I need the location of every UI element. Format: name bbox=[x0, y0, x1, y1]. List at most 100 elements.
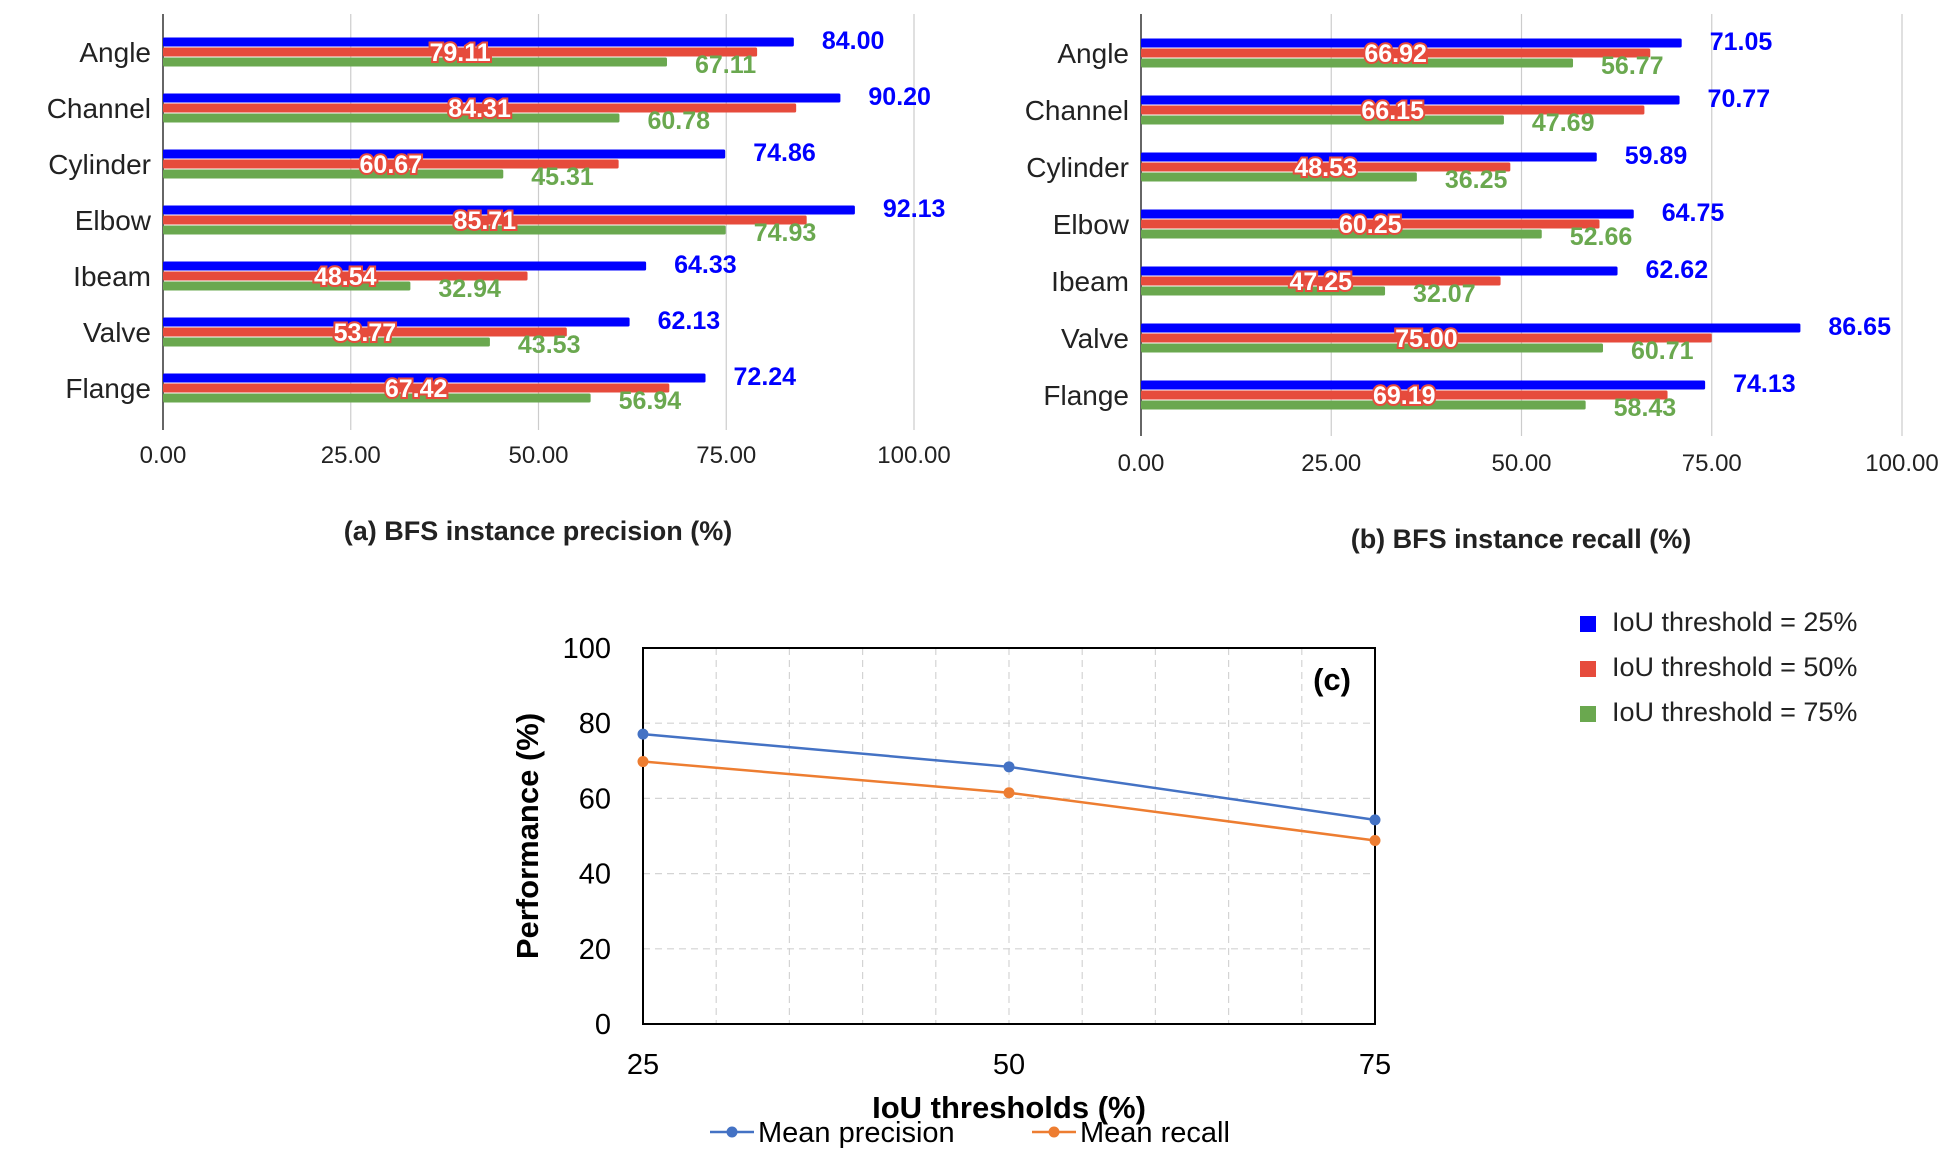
bar-iou50 bbox=[1141, 162, 1511, 172]
value-label-iou50: 47.25 bbox=[1290, 268, 1353, 296]
category-label: Ibeam bbox=[73, 261, 151, 292]
x-tick-label: 50 bbox=[993, 1049, 1025, 1081]
value-label-iou75: 45.31 bbox=[531, 163, 594, 191]
x-tick-label: 25.00 bbox=[1301, 450, 1361, 477]
category-label: Flange bbox=[65, 373, 151, 404]
bar-iou25 bbox=[163, 317, 630, 327]
value-label-iou50: 67.42 bbox=[385, 375, 448, 403]
bar-iou75 bbox=[1141, 115, 1504, 125]
chart-b-recall: 0.00 25.00 50.00 75.00 100.00 Angle 71.05 66.92… bbox=[1025, 14, 1939, 554]
legend-swatch bbox=[1580, 661, 1596, 677]
category-label: Elbow bbox=[75, 205, 152, 236]
bar-iou50 bbox=[163, 215, 807, 225]
bar-iou50 bbox=[163, 383, 670, 393]
chart-subtitle: (b) BFS instance recall (%) bbox=[1351, 524, 1692, 554]
category-label: Angle bbox=[79, 37, 151, 68]
value-label-iou50: 53.77 bbox=[334, 319, 397, 347]
legend-swatch bbox=[1580, 706, 1596, 722]
value-label-iou75: 60.71 bbox=[1631, 337, 1694, 365]
value-label-iou75: 67.11 bbox=[695, 51, 756, 79]
x-tick-label: 0.00 bbox=[140, 442, 187, 469]
legend-label: IoU threshold = 75% bbox=[1612, 697, 1857, 727]
bar-iou75 bbox=[163, 169, 504, 179]
bar-iou25 bbox=[163, 205, 855, 215]
data-point-precision bbox=[1003, 761, 1015, 773]
value-label-iou25: 90.20 bbox=[868, 83, 931, 111]
bar-iou50 bbox=[163, 47, 758, 57]
value-label-iou75: 47.69 bbox=[1532, 109, 1595, 137]
bar-iou25 bbox=[1141, 380, 1706, 390]
bar-iou50 bbox=[1141, 219, 1600, 229]
bar-iou25 bbox=[163, 37, 794, 47]
legend-label: IoU threshold = 25% bbox=[1612, 607, 1857, 637]
category-label: Valve bbox=[83, 317, 151, 348]
x-tick-label: 75.00 bbox=[696, 442, 756, 469]
category-label: Flange bbox=[1043, 380, 1129, 411]
bar-iou75 bbox=[1141, 172, 1417, 182]
bar-iou75 bbox=[163, 57, 667, 67]
value-label-iou50: 79.11 bbox=[429, 39, 490, 67]
line-legend-marker bbox=[726, 1126, 738, 1138]
x-axis-title: IoU thresholds (%) bbox=[872, 1090, 1146, 1125]
value-label-iou25: 74.13 bbox=[1733, 370, 1796, 398]
value-label-iou25: 84.00 bbox=[822, 27, 885, 55]
bar-iou25 bbox=[163, 149, 726, 159]
value-label-iou25: 70.77 bbox=[1708, 85, 1771, 113]
value-label-iou50: 60.67 bbox=[360, 151, 423, 179]
value-label-iou50: 48.54 bbox=[314, 263, 377, 291]
data-point-recall bbox=[1369, 835, 1381, 847]
data-point-precision bbox=[637, 728, 649, 740]
bar-iou50 bbox=[1141, 48, 1651, 58]
legend-swatch bbox=[1580, 616, 1596, 632]
value-label-iou25: 59.89 bbox=[1625, 142, 1688, 170]
value-label-iou50: 66.15 bbox=[1361, 97, 1424, 125]
x-tick-label: 25 bbox=[627, 1049, 659, 1081]
category-label: Elbow bbox=[1053, 209, 1130, 240]
bar-iou50 bbox=[163, 103, 797, 113]
bar-iou50 bbox=[1141, 105, 1645, 115]
plot-frame bbox=[642, 647, 1376, 1025]
bar-iou50 bbox=[1141, 390, 1668, 400]
bar-iou75 bbox=[163, 337, 490, 347]
value-label-iou50: 75.00 bbox=[1395, 325, 1458, 353]
chart-subtitle: (a) BFS instance precision (%) bbox=[344, 516, 733, 546]
value-label-iou75: 56.94 bbox=[619, 387, 682, 415]
bar-iou25 bbox=[163, 93, 841, 103]
value-label-iou75: 74.93 bbox=[754, 219, 817, 247]
bar-iou25 bbox=[1141, 209, 1634, 219]
bar-iou75 bbox=[1141, 229, 1542, 239]
bar-iou75 bbox=[1141, 343, 1604, 353]
value-label-iou25: 64.33 bbox=[674, 251, 737, 279]
value-label-iou50: 48.53 bbox=[1294, 154, 1357, 182]
value-label-iou25: 71.05 bbox=[1710, 28, 1773, 56]
value-label-iou75: 56.77 bbox=[1601, 52, 1664, 80]
bar-iou25 bbox=[1141, 152, 1597, 162]
line-legend-marker bbox=[1048, 1126, 1060, 1138]
line-legend-label: Mean recall bbox=[1080, 1117, 1230, 1149]
bar-iou25 bbox=[1141, 266, 1618, 276]
bar-iou75 bbox=[163, 393, 591, 403]
bar-iou50 bbox=[163, 159, 619, 169]
panel-annotation: (c) bbox=[1313, 662, 1351, 697]
value-label-iou50: 85.71 bbox=[454, 207, 517, 235]
category-label: Valve bbox=[1061, 323, 1129, 354]
value-label-iou75: 36.25 bbox=[1445, 166, 1508, 194]
value-label-iou75: 60.78 bbox=[647, 107, 710, 135]
y-tick-label: 100 bbox=[563, 633, 611, 665]
value-label-iou50: 84.31 bbox=[448, 95, 511, 123]
y-tick-label: 80 bbox=[579, 708, 611, 740]
bar-iou50 bbox=[163, 327, 567, 337]
x-tick-label: 75 bbox=[1359, 1049, 1391, 1081]
bar-iou25 bbox=[1141, 323, 1801, 333]
legend-label: IoU threshold = 50% bbox=[1612, 652, 1857, 682]
value-label-iou25: 92.13 bbox=[883, 195, 946, 223]
value-label-iou25: 62.62 bbox=[1646, 256, 1709, 284]
value-label-iou25: 86.65 bbox=[1828, 313, 1891, 341]
value-label-iou75: 32.94 bbox=[438, 275, 501, 303]
x-tick-label: 0.00 bbox=[1118, 450, 1165, 477]
value-label-iou50: 60.25 bbox=[1339, 211, 1402, 239]
chart-a-precision: 0.00 25.00 50.00 75.00 100.00 Angle 84.00 79.11… bbox=[47, 14, 951, 546]
value-label-iou50: 66.92 bbox=[1364, 40, 1427, 68]
bar-iou75 bbox=[163, 281, 411, 291]
